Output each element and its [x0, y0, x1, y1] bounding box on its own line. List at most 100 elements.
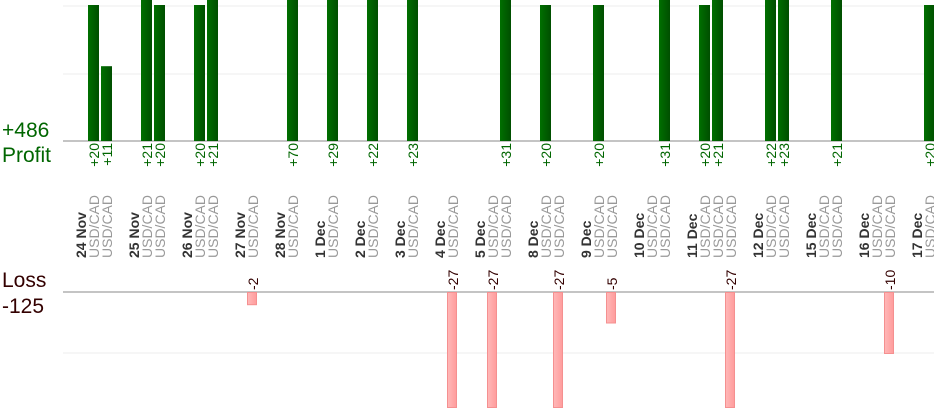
profit-bar [659, 0, 670, 141]
pair-label: USD/CAD [710, 195, 726, 258]
profit-bar [367, 0, 378, 141]
loss-total: -125 [2, 295, 45, 318]
loss-value-label: -27 [551, 270, 567, 290]
profit-bar [699, 5, 710, 141]
profit-value-label: +70 [285, 143, 301, 167]
profit-bar [540, 5, 551, 141]
date-label: 26 Nov [179, 212, 195, 258]
date-label: 12 Dec [750, 213, 766, 258]
date-label: 9 Dec [578, 220, 594, 258]
profit-value-label: +20 [922, 143, 934, 167]
profit-bar [88, 5, 99, 141]
date-label: 24 Nov [73, 212, 89, 258]
date-label: 1 Dec [312, 220, 328, 258]
date-label: 25 Nov [126, 212, 142, 258]
date-label: 17 Dec [909, 213, 925, 258]
profit-value-label: +22 [763, 143, 779, 167]
pair-label: USD/CAD [538, 195, 554, 258]
date-label: 11 Dec [684, 213, 700, 258]
profit-bar [207, 0, 218, 141]
date-label: 28 Nov [272, 212, 288, 258]
pair-label: USD/CAD [445, 195, 461, 258]
pair-label: USD/CAD [763, 195, 779, 258]
loss-bar [884, 292, 894, 354]
pair-label: USD/CAD [498, 195, 514, 258]
profit-value-label: +20 [538, 143, 554, 167]
loss-value-label: -27 [485, 270, 501, 290]
pair-label: USD/CAD [205, 195, 221, 258]
profit-value-label: +11 [99, 143, 115, 166]
loss-value-label: -2 [245, 277, 261, 290]
profit-label: Profit [2, 144, 52, 167]
loss-value-label: -27 [723, 270, 739, 290]
profit-value-label: +21 [139, 143, 155, 167]
pair-label: USD/CAD [86, 195, 102, 258]
profit-value-label: +21 [829, 143, 845, 167]
profit-value-label: +31 [657, 143, 673, 167]
pair-label: USD/CAD [365, 195, 381, 258]
pair-label: USD/CAD [405, 195, 421, 258]
date-label: 10 Dec [631, 213, 647, 258]
date-label: 16 Dec [856, 213, 872, 258]
loss-bar [606, 292, 616, 324]
profit-bar [101, 66, 112, 141]
profit-bar [778, 0, 789, 141]
loss-bar [247, 292, 257, 306]
date-label: 4 Dec [432, 220, 448, 258]
pair-label: USD/CAD [882, 195, 898, 258]
pair-label: USD/CAD [591, 195, 607, 258]
profit-bar [407, 0, 418, 141]
profit-bar [500, 0, 511, 141]
loss-bar [447, 292, 457, 408]
pair-label: USD/CAD [192, 195, 208, 258]
pair-label: USD/CAD [325, 195, 341, 258]
profit-bar [593, 5, 604, 141]
pair-label: USD/CAD [816, 195, 832, 258]
profit-value-label: +23 [776, 143, 792, 167]
profit-value-label: +20 [152, 143, 168, 167]
date-label: 15 Dec [803, 213, 819, 258]
profit-bar [194, 5, 205, 141]
pair-label: USD/CAD [657, 195, 673, 258]
pair-label: USD/CAD [829, 195, 845, 258]
loss-bar [487, 292, 497, 408]
profit-bar [287, 0, 298, 141]
profit-value-label: +22 [365, 143, 381, 167]
pair-label: USD/CAD [99, 195, 115, 258]
profit-value-label: +20 [86, 143, 102, 167]
profit-value-label: +20 [591, 143, 607, 167]
loss-value-label: -10 [882, 270, 898, 290]
profit-value-label: +21 [205, 143, 221, 167]
profit-total: +486 [2, 119, 50, 142]
date-label: 2 Dec [352, 220, 368, 258]
loss-value-label: -5 [604, 277, 620, 290]
date-label: 3 Dec [392, 220, 408, 258]
profit-bar [924, 5, 934, 141]
pair-label: USD/CAD [922, 195, 934, 258]
profit-value-label: +20 [697, 143, 713, 167]
loss-value-label: -27 [445, 270, 461, 290]
pair-label: USD/CAD [644, 195, 660, 258]
profit-bar [141, 0, 152, 141]
loss-label: Loss [2, 269, 47, 292]
profit-bar [765, 0, 776, 141]
pair-label: USD/CAD [285, 195, 301, 258]
profit-value-label: +31 [498, 143, 514, 167]
pair-label: USD/CAD [551, 195, 567, 258]
loss-bar [725, 292, 735, 408]
pair-label: USD/CAD [697, 195, 713, 258]
date-label: 8 Dec [525, 220, 541, 258]
profit-value-label: +23 [405, 143, 421, 167]
profit-bar [327, 0, 338, 141]
pair-label: USD/CAD [604, 195, 620, 258]
pair-label: USD/CAD [139, 195, 155, 258]
profit-bar [831, 0, 842, 141]
profit-value-label: +21 [710, 143, 726, 167]
pair-label: USD/CAD [245, 195, 261, 258]
pair-label: USD/CAD [723, 195, 739, 258]
pair-label: USD/CAD [869, 195, 885, 258]
date-label: 27 Nov [232, 212, 248, 258]
pair-label: USD/CAD [152, 195, 168, 258]
